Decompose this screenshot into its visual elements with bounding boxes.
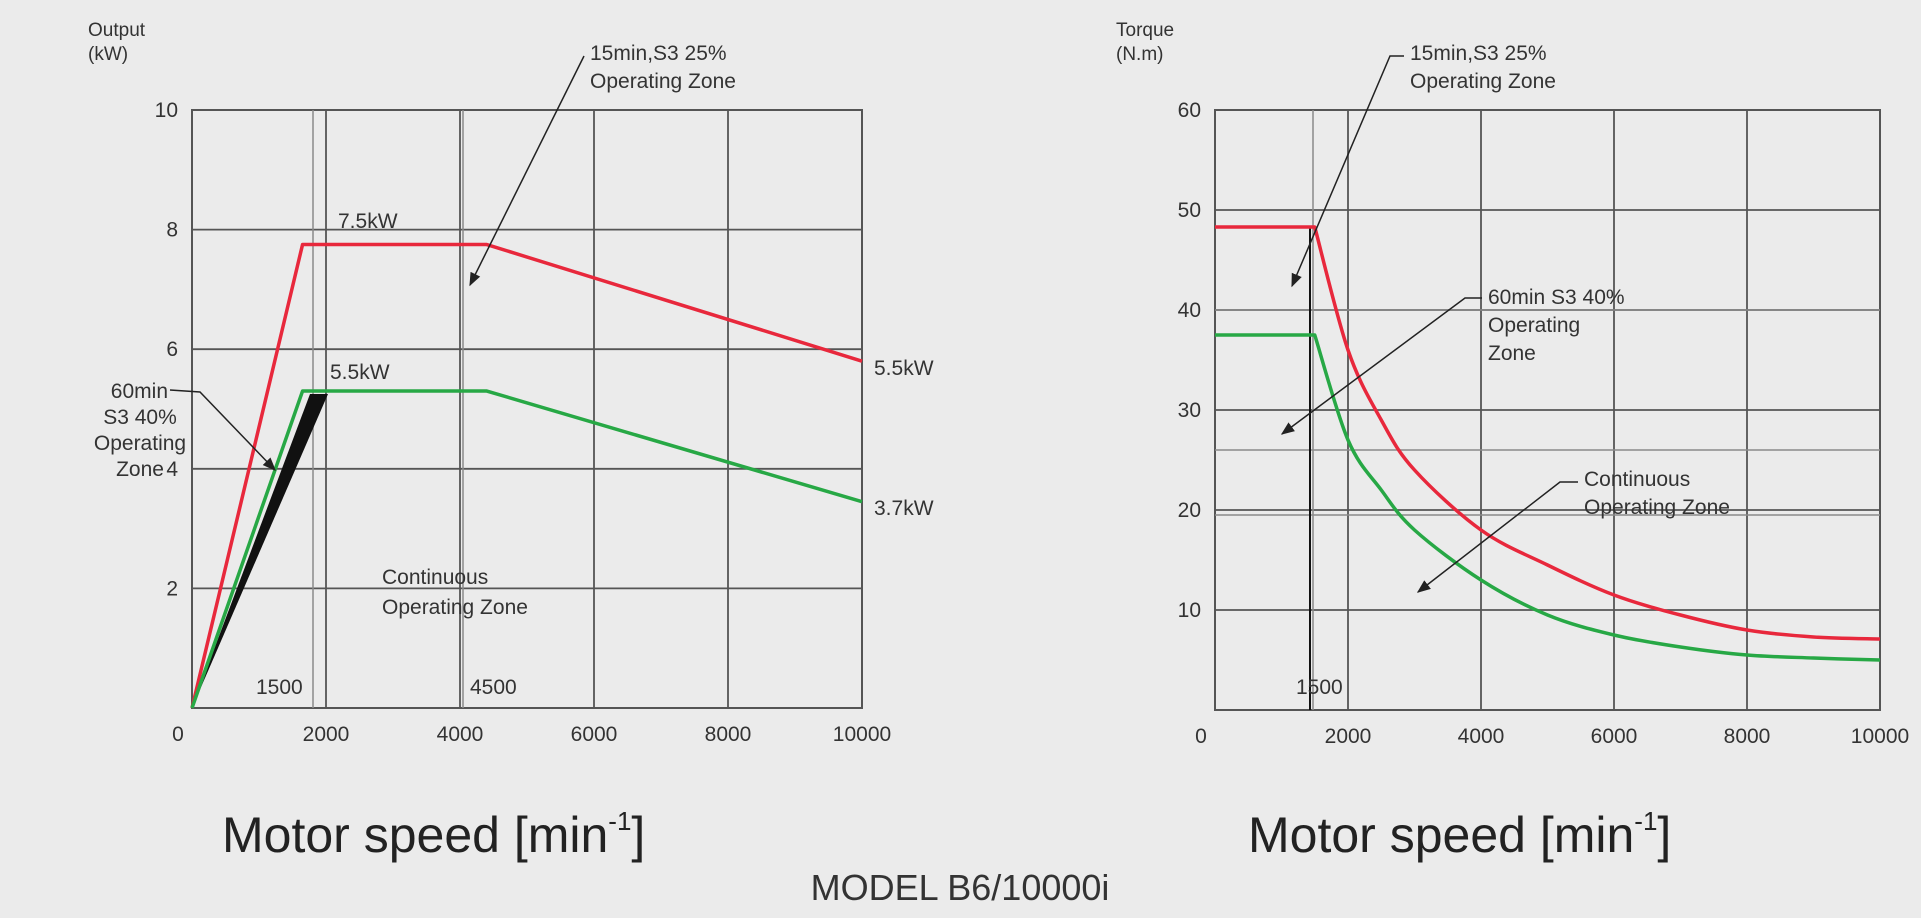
output-zone-15min-line2: Operating Zone: [590, 70, 736, 93]
output-x-tick-8000: 8000: [705, 723, 752, 746]
output-speed-1500-label: 1500: [256, 676, 303, 699]
torque-grid: [1214, 109, 1881, 711]
output-y-tick-8: 8: [166, 219, 178, 242]
output-end-s3-40-label: 3.7kW: [874, 497, 934, 520]
torque-x-tick-2000: 2000: [1325, 725, 1372, 748]
output-ylabel-line1: Output: [88, 20, 146, 41]
output-plot-frame: [191, 109, 863, 709]
torque-zone-15min-line2: Operating Zone: [1410, 70, 1556, 93]
output-speed-4500-label: 4500: [470, 676, 517, 699]
torque-zone-continuous-line1: Continuous: [1584, 468, 1690, 491]
torque-chart: Torque (N.m) 0 2000 4000 6000 8000 10000 10 20 3…: [1116, 20, 1909, 863]
torque-zone-60min-line3: Zone: [1488, 342, 1536, 365]
output-x-tick-2000: 2000: [303, 723, 350, 746]
output-x-tick-0: 0: [172, 723, 184, 746]
output-x-tick-4000: 4000: [437, 723, 484, 746]
torque-zone-15min-line1: 15min,S3 25%: [1410, 42, 1547, 65]
output-chart: Output (kW) 0 2000 4000 6000 8000 10000 2 4 6 8 10…: [88, 20, 934, 863]
output-ylabel-line2: (kW): [88, 44, 128, 65]
output-zone-continuous-line2: Operating Zone: [382, 596, 528, 619]
torque-series-s3-25-line: [1215, 225, 1881, 641]
torque-ylabel-line2: (N.m): [1116, 44, 1163, 65]
torque-series-s3-40-line: [1215, 333, 1881, 662]
torque-xlabel: Motor speed [min-1]: [1248, 806, 1671, 863]
torque-tick-labels: 0 2000 4000 6000 8000 10000 10 20 30 40 50 60: [1178, 99, 1910, 748]
output-series: [190, 242, 863, 709]
output-series-s3-25-line: [190, 242, 863, 709]
torque-y-tick-60: 60: [1178, 99, 1201, 122]
output-zone-15min-line1: 15min,S3 25%: [590, 42, 727, 65]
torque-zone-continuous-arrow: [1416, 481, 1578, 593]
torque-y-tick-10: 10: [1178, 599, 1201, 622]
output-zone-60min-line4: Zone: [116, 458, 164, 481]
torque-y-tick-20: 20: [1178, 499, 1201, 522]
torque-series: [1215, 225, 1881, 662]
output-zone-continuous-line1: Continuous: [382, 566, 488, 589]
torque-x-tick-0: 0: [1195, 725, 1207, 748]
output-grid: [191, 109, 863, 709]
output-end-s3-25-label: 5.5kW: [874, 357, 934, 380]
output-x-tick-10000: 10000: [833, 723, 891, 746]
torque-x-tick-6000: 6000: [1591, 725, 1638, 748]
torque-x-tick-10000: 10000: [1851, 725, 1909, 748]
torque-speed-1500-label: 1500: [1296, 676, 1343, 699]
torque-y-tick-50: 50: [1178, 199, 1201, 222]
output-x-tick-6000: 6000: [571, 723, 618, 746]
torque-y-tick-40: 40: [1178, 299, 1201, 322]
output-y-tick-10: 10: [155, 99, 178, 122]
model-label: MODEL B6/10000i: [811, 867, 1110, 908]
torque-zone-15min-arrow: [1291, 55, 1404, 288]
output-tick-labels: 0 2000 4000 6000 8000 10000 2 4 6 8 10: [155, 99, 892, 746]
output-peak-s3-25-label: 7.5kW: [338, 210, 398, 233]
output-60min-wedge: [192, 394, 328, 708]
torque-x-tick-4000: 4000: [1458, 725, 1505, 748]
output-zone-60min-line1: 60min: [111, 380, 168, 403]
torque-x-tick-8000: 8000: [1724, 725, 1771, 748]
torque-zone-60min-line1: 60min S3 40%: [1488, 286, 1625, 309]
torque-zone-60min-arrow: [1280, 297, 1482, 435]
torque-zone-60min-line2: Operating: [1488, 314, 1580, 337]
output-y-tick-2: 2: [166, 577, 178, 600]
output-peak-s3-40-label: 5.5kW: [330, 361, 390, 384]
torque-ylabel-line1: Torque: [1116, 20, 1174, 41]
output-y-tick-6: 6: [166, 338, 178, 361]
output-zone-60min-arrow: [169, 389, 276, 471]
output-y-tick-4: 4: [166, 458, 178, 481]
output-zone-60min-line2: S3 40%: [103, 406, 177, 429]
output-zone-15min-arrow: [469, 55, 585, 287]
torque-zone-continuous-line2: Operating Zone: [1584, 496, 1730, 519]
output-zone-60min-line3: Operating: [94, 432, 186, 455]
output-xlabel: Motor speed [min-1]: [222, 806, 645, 863]
output-series-s3-40-line: [190, 389, 863, 709]
torque-y-tick-30: 30: [1178, 399, 1201, 422]
